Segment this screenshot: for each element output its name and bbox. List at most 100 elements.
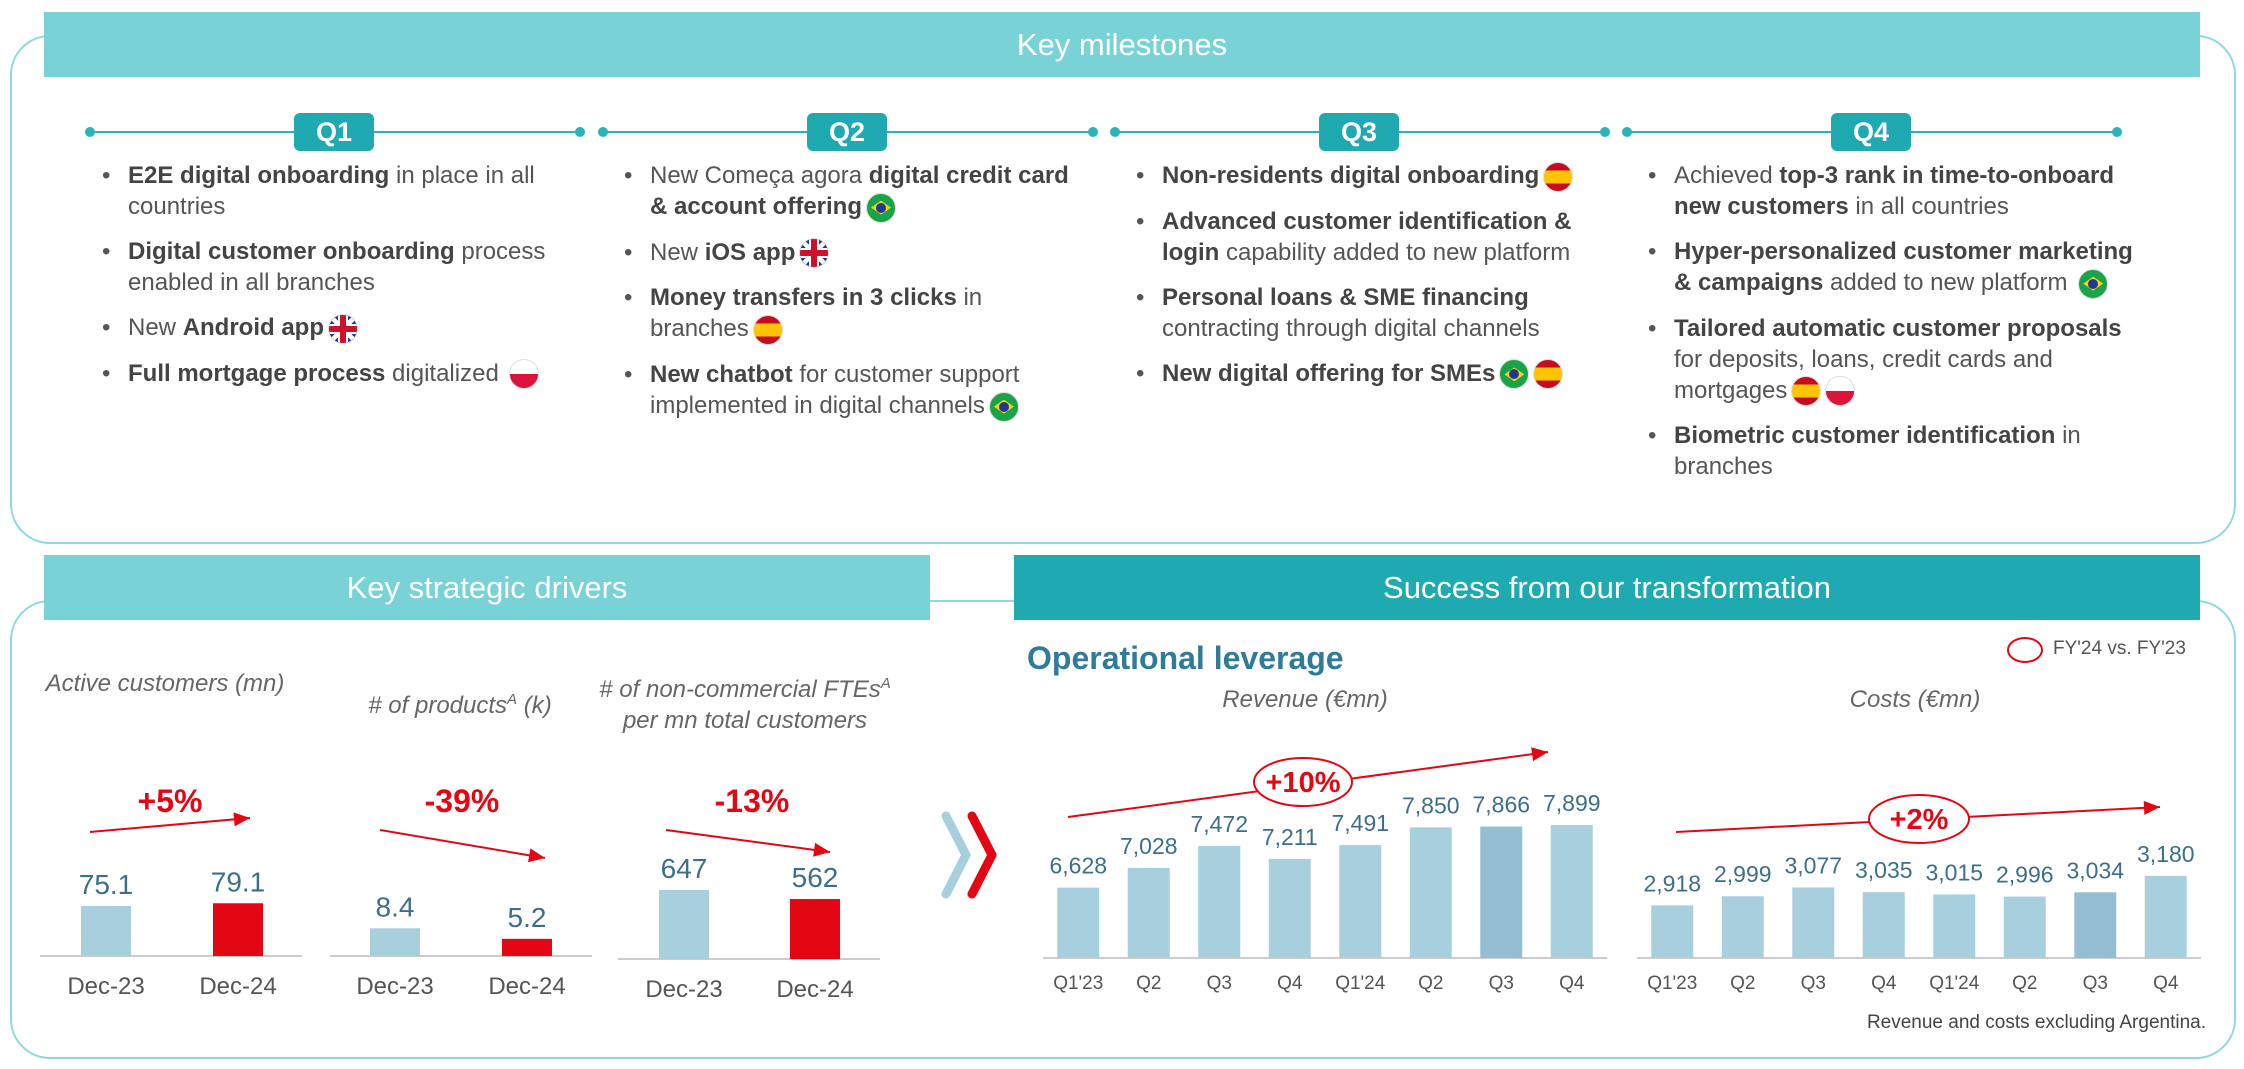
bar <box>1862 892 1905 958</box>
milestone-item: E2E digital onboarding in place in all c… <box>92 160 562 222</box>
data-label: 7,899 <box>1543 790 1601 816</box>
footnote-marker: A <box>880 675 891 692</box>
category-label: Q3 <box>1489 973 1514 994</box>
milestone-highlight: top-3 rank in time-to-onboard new custom… <box>1674 162 2115 220</box>
category-label: Dec-23 <box>67 973 144 1000</box>
milestone-highlight: Money transfers in 3 clicks <box>650 284 957 312</box>
milestone-text: for deposits, loans, credit cards and mo… <box>1674 345 2053 404</box>
bar <box>1651 905 1694 958</box>
quarter-badge-q2: Q2 <box>807 113 887 151</box>
category-label: Q3 <box>2083 973 2108 994</box>
data-label: 75.1 <box>79 869 134 900</box>
timeline-dot <box>598 127 608 137</box>
change-label: +5% <box>138 783 203 819</box>
chart-title: Active customers (mn) <box>40 668 290 699</box>
milestone-highlight: iOS app <box>704 238 796 266</box>
category-label: Q4 <box>1277 973 1303 994</box>
milestone-item: Non-residents digital onboarding <box>1126 160 1606 192</box>
bar <box>659 889 709 959</box>
milestone-text: New <box>128 314 183 341</box>
data-label: 7,211 <box>1262 824 1318 850</box>
trend-arrow-head <box>813 842 830 857</box>
milestone-text: added to new platform <box>1823 269 2075 296</box>
bar <box>1792 887 1835 958</box>
data-label: 562 <box>792 862 839 893</box>
footnote-marker: A <box>507 691 518 708</box>
change-label: +2% <box>1890 804 1949 836</box>
revenue-chart-title: Revenue (€mn) <box>1222 686 1388 713</box>
trend-arrow <box>379 829 546 859</box>
drivers-header: Key strategic drivers <box>44 555 930 620</box>
milestones-list-q4: Achieved top-3 rank in time-to-onboard n… <box>1638 160 2148 496</box>
legend-ring-icon <box>2007 637 2043 663</box>
data-label: 6,628 <box>1049 853 1107 879</box>
bar <box>502 938 552 956</box>
data-label: 2,996 <box>1996 862 2054 888</box>
category-label: Q2 <box>2012 973 2037 994</box>
milestone-item: Full mortgage process digitalized <box>92 358 562 390</box>
poland-flag-icon <box>1825 376 1856 407</box>
bar <box>1198 846 1241 958</box>
milestone-text: capability added to new platform <box>1219 238 1571 266</box>
bar <box>1480 826 1523 958</box>
poland-flag-icon <box>509 359 540 390</box>
brazil-flag-icon <box>1499 359 1530 390</box>
milestone-highlight: Advanced customer identification & login <box>1162 207 1572 266</box>
category-label: Q2 <box>1136 973 1161 994</box>
milestone-item: Tailored automatic customer proposals fo… <box>1638 313 2148 407</box>
milestone-text: Achieved <box>1674 162 1780 189</box>
chart-title: # of non-commercial FTEsA per mn total c… <box>590 668 900 736</box>
milestone-highlight: Biometric customer identification <box>1674 422 2056 450</box>
data-label: 3,034 <box>2066 857 2124 883</box>
quarter-badge-q3: Q3 <box>1319 113 1399 151</box>
bar <box>1057 887 1100 958</box>
category-label: Q2 <box>1418 973 1443 994</box>
bar <box>81 905 131 956</box>
timeline-dot <box>2112 127 2122 137</box>
milestone-item: Money transfers in 3 clicks in branches <box>614 282 1084 345</box>
timeline-dot <box>1110 127 1120 137</box>
milestone-highlight: Tailored automatic customer proposals <box>1674 314 2122 342</box>
milestone-highlight: Android app <box>182 314 325 341</box>
milestone-highlight: Hyper-personalized customer marketing & … <box>1674 238 2133 296</box>
trend-arrow-head <box>528 848 545 863</box>
milestone-highlight: New chatbot <box>650 360 793 388</box>
data-label: 3,180 <box>2137 841 2195 867</box>
chart-title: # of productsA (k) <box>330 684 590 721</box>
milestones-title: Key milestones <box>1016 26 1228 62</box>
data-label: 647 <box>661 853 708 884</box>
change-label: -39% <box>425 783 500 819</box>
chart-unit: (k) <box>517 692 552 719</box>
bar <box>1933 894 1976 958</box>
spain-flag-icon <box>752 314 783 345</box>
change-label: -13% <box>715 783 790 819</box>
trend-arrow-head <box>1531 747 1548 762</box>
category-label: Dec-24 <box>776 976 853 1003</box>
milestone-item: Personal loans & SME financing contracti… <box>1126 282 1606 344</box>
milestone-text: process enabled in all branches <box>128 238 546 296</box>
success-header: Success from our transformation <box>1014 555 2200 620</box>
data-label: 7,028 <box>1120 833 1178 859</box>
change-label: +10% <box>1266 767 1341 799</box>
milestone-highlight: Non-residents digital onboarding <box>1162 162 1540 189</box>
category-label: Q4 <box>1871 973 1897 994</box>
brazil-flag-icon <box>866 192 897 223</box>
data-label: 2,918 <box>1643 870 1701 896</box>
spain-flag-icon <box>1533 359 1564 390</box>
data-label: 7,472 <box>1190 811 1248 837</box>
uk-flag-icon <box>799 238 830 269</box>
milestone-item: Advanced customer identification & login… <box>1126 206 1606 268</box>
chart-title-text: # of non-commercial FTEs <box>599 676 881 703</box>
milestone-highlight: Digital customer onboarding <box>128 238 455 265</box>
milestone-item: Achieved top-3 rank in time-to-onboard n… <box>1638 160 2148 222</box>
milestone-text: New <box>650 238 705 266</box>
category-label: Q4 <box>1559 973 1585 994</box>
milestone-text: contracting through digital channels <box>1162 314 1540 342</box>
category-label: Q4 <box>2153 973 2179 994</box>
data-label: 8.4 <box>376 891 415 922</box>
costs-chart-title: Costs (€mn) <box>1849 686 1981 713</box>
milestones-header: Key milestones <box>44 12 2200 77</box>
category-label: Dec-23 <box>645 976 722 1003</box>
milestone-text: for customer support implemented in digi… <box>650 360 1020 419</box>
bar <box>213 903 263 956</box>
